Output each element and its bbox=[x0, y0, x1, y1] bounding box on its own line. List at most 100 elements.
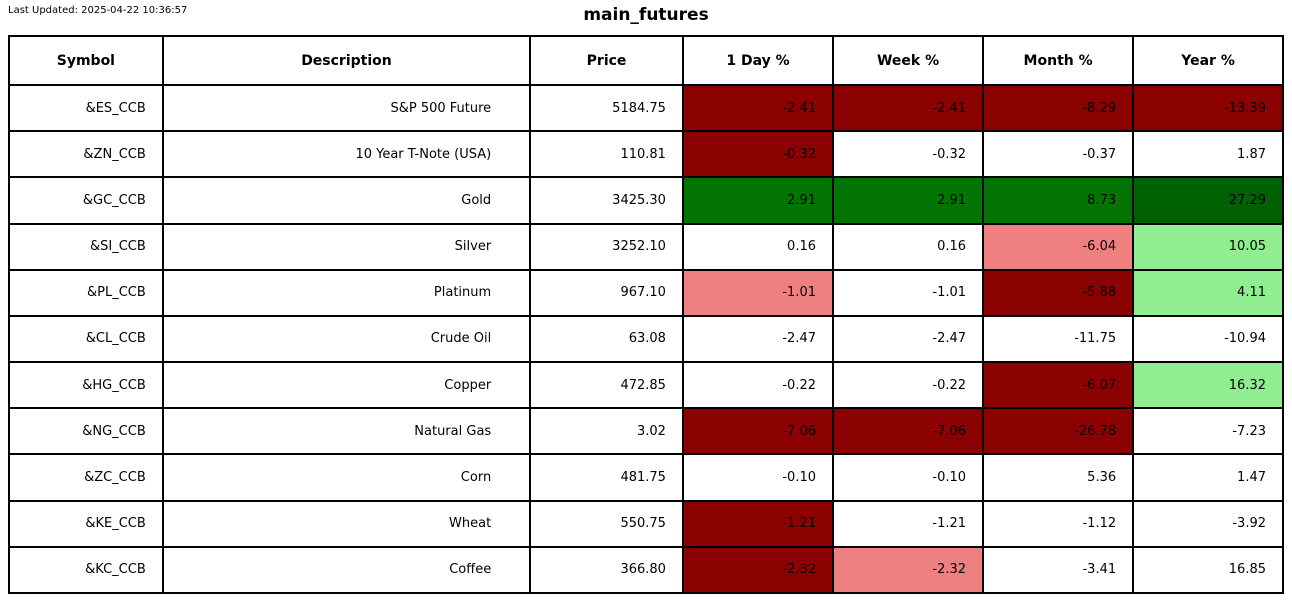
table-header-row: Symbol Description Price 1 Day % Week % Month… bbox=[8, 35, 1284, 86]
column-header-month-pct: Month % bbox=[982, 35, 1135, 86]
week-pct-cell: -2.41 bbox=[831, 83, 985, 133]
year-pct-cell: -13.39 bbox=[1132, 83, 1284, 133]
description-cell: Crude Oil bbox=[161, 314, 532, 364]
table-row: &SI_CCB Silver 3252.10 0.16 0.16 -6.04 10.05 bbox=[8, 222, 1284, 271]
week-pct-cell: -0.10 bbox=[831, 453, 985, 502]
month-pct-cell: -6.07 bbox=[982, 361, 1135, 410]
table-row: &ZN_CCB 10 Year T-Note (USA) 110.81 -0.32 -0… bbox=[8, 130, 1284, 179]
table-row: &KE_CCB Wheat 550.75 -1.21 -1.21 -1.12 -3.92 bbox=[8, 499, 1284, 548]
day-pct-cell: -2.47 bbox=[681, 314, 835, 364]
day-pct-cell: -0.32 bbox=[681, 130, 835, 179]
week-pct-cell: 2.91 bbox=[831, 176, 985, 225]
day-pct-cell: 2.91 bbox=[681, 176, 835, 225]
description-cell: Natural Gas bbox=[161, 407, 532, 456]
symbol-cell: &ES_CCB bbox=[8, 83, 164, 133]
week-pct-cell: -0.32 bbox=[831, 130, 985, 179]
year-pct-cell: 27.29 bbox=[1132, 176, 1284, 225]
month-pct-cell: -1.12 bbox=[982, 499, 1135, 548]
month-pct-cell: 5.36 bbox=[982, 453, 1135, 502]
price-cell: 3.02 bbox=[529, 407, 684, 456]
month-pct-cell: -11.75 bbox=[982, 314, 1135, 364]
price-cell: 3425.30 bbox=[529, 176, 684, 225]
description-cell: 10 Year T-Note (USA) bbox=[161, 130, 532, 179]
description-cell: Platinum bbox=[161, 268, 532, 317]
day-pct-cell: -1.21 bbox=[681, 499, 835, 548]
symbol-cell: &SI_CCB bbox=[8, 222, 164, 271]
price-cell: 967.10 bbox=[529, 268, 684, 317]
month-pct-cell: -0.37 bbox=[982, 130, 1135, 179]
symbol-cell: &KC_CCB bbox=[8, 545, 164, 595]
month-pct-cell: -3.41 bbox=[982, 545, 1135, 595]
year-pct-cell: 1.87 bbox=[1132, 130, 1284, 179]
table-row: &NG_CCB Natural Gas 3.02 -7.06 -7.06 -26.78 -7… bbox=[8, 407, 1284, 456]
symbol-cell: &PL_CCB bbox=[8, 268, 164, 317]
price-cell: 3252.10 bbox=[529, 222, 684, 271]
symbol-cell: &KE_CCB bbox=[8, 499, 164, 548]
table-row: &ES_CCB S&P 500 Future 5184.75 -2.41 -2.41 -8… bbox=[8, 83, 1284, 133]
price-cell: 366.80 bbox=[529, 545, 684, 595]
week-pct-cell: -2.32 bbox=[831, 545, 985, 595]
symbol-cell: &ZC_CCB bbox=[8, 453, 164, 502]
year-pct-cell: -10.94 bbox=[1132, 314, 1284, 364]
week-pct-cell: -0.22 bbox=[831, 361, 985, 410]
month-pct-cell: 8.73 bbox=[982, 176, 1135, 225]
table-row: &CL_CCB Crude Oil 63.08 -2.47 -2.47 -11.75 -10… bbox=[8, 314, 1284, 364]
description-cell: Coffee bbox=[161, 545, 532, 595]
table-row: &ZC_CCB Corn 481.75 -0.10 -0.10 5.36 1.47 bbox=[8, 453, 1284, 502]
column-header-description: Description bbox=[161, 35, 532, 86]
price-cell: 63.08 bbox=[529, 314, 684, 364]
year-pct-cell: 10.05 bbox=[1132, 222, 1284, 271]
day-pct-cell: -2.41 bbox=[681, 83, 835, 133]
year-pct-cell: 1.47 bbox=[1132, 453, 1284, 502]
price-cell: 5184.75 bbox=[529, 83, 684, 133]
day-pct-cell: -0.10 bbox=[681, 453, 835, 502]
column-header-day-pct: 1 Day % bbox=[681, 35, 835, 86]
price-cell: 481.75 bbox=[529, 453, 684, 502]
table-row: &HG_CCB Copper 472.85 -0.22 -0.22 -6.07 16.32 bbox=[8, 361, 1284, 410]
day-pct-cell: -1.01 bbox=[681, 268, 835, 317]
month-pct-cell: -26.78 bbox=[982, 407, 1135, 456]
symbol-cell: &ZN_CCB bbox=[8, 130, 164, 179]
column-header-price: Price bbox=[529, 35, 684, 86]
last-updated-text: Last Updated: 2025-04-22 10:36:57 bbox=[8, 5, 188, 16]
day-pct-cell: -0.22 bbox=[681, 361, 835, 410]
day-pct-cell: -7.06 bbox=[681, 407, 835, 456]
description-cell: Silver bbox=[161, 222, 532, 271]
symbol-cell: &HG_CCB bbox=[8, 361, 164, 410]
year-pct-cell: 16.85 bbox=[1132, 545, 1284, 595]
day-pct-cell: -2.32 bbox=[681, 545, 835, 595]
description-cell: Wheat bbox=[161, 499, 532, 548]
description-cell: Copper bbox=[161, 361, 532, 410]
week-pct-cell: 0.16 bbox=[831, 222, 985, 271]
futures-table: Symbol Description Price 1 Day % Week % Month… bbox=[8, 35, 1284, 595]
year-pct-cell: -7.23 bbox=[1132, 407, 1284, 456]
week-pct-cell: -2.47 bbox=[831, 314, 985, 364]
price-cell: 550.75 bbox=[529, 499, 684, 548]
table-row: &PL_CCB Platinum 967.10 -1.01 -1.01 -5.88 4.11 bbox=[8, 268, 1284, 317]
symbol-cell: &NG_CCB bbox=[8, 407, 164, 456]
column-header-year-pct: Year % bbox=[1132, 35, 1284, 86]
year-pct-cell: 16.32 bbox=[1132, 361, 1284, 410]
year-pct-cell: 4.11 bbox=[1132, 268, 1284, 317]
day-pct-cell: 0.16 bbox=[681, 222, 835, 271]
month-pct-cell: -8.29 bbox=[982, 83, 1135, 133]
description-cell: Gold bbox=[161, 176, 532, 225]
page-title: main_futures bbox=[583, 5, 709, 25]
month-pct-cell: -5.88 bbox=[982, 268, 1135, 317]
week-pct-cell: -1.21 bbox=[831, 499, 985, 548]
week-pct-cell: -7.06 bbox=[831, 407, 985, 456]
table-row: &KC_CCB Coffee 366.80 -2.32 -2.32 -3.41 16.85 bbox=[8, 545, 1284, 595]
description-cell: Corn bbox=[161, 453, 532, 502]
column-header-week-pct: Week % bbox=[831, 35, 985, 86]
table-row: &GC_CCB Gold 3425.30 2.91 2.91 8.73 27.29 bbox=[8, 176, 1284, 225]
month-pct-cell: -6.04 bbox=[982, 222, 1135, 271]
price-cell: 472.85 bbox=[529, 361, 684, 410]
description-cell: S&P 500 Future bbox=[161, 83, 532, 133]
year-pct-cell: -3.92 bbox=[1132, 499, 1284, 548]
column-header-symbol: Symbol bbox=[8, 35, 164, 86]
symbol-cell: &GC_CCB bbox=[8, 176, 164, 225]
price-cell: 110.81 bbox=[529, 130, 684, 179]
week-pct-cell: -1.01 bbox=[831, 268, 985, 317]
symbol-cell: &CL_CCB bbox=[8, 314, 164, 364]
